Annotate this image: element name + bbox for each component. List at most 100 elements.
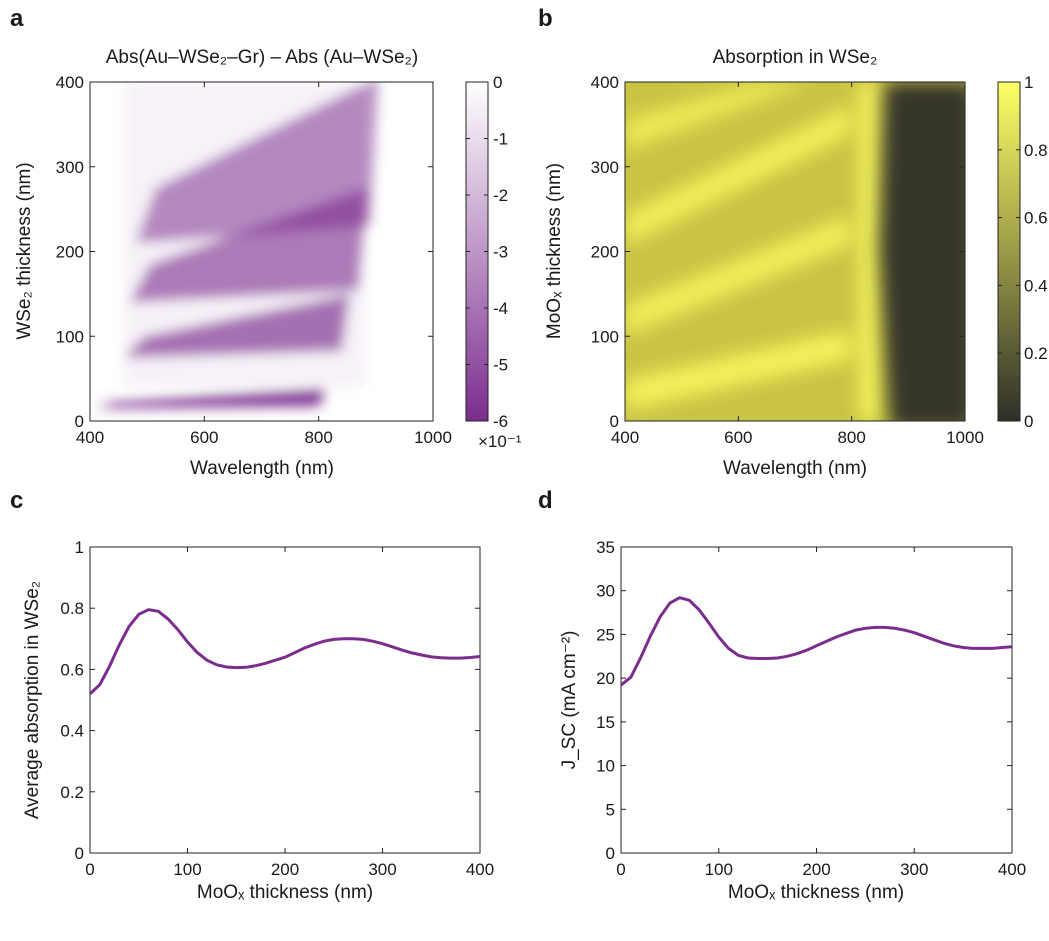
panel-label-d: d	[538, 487, 553, 514]
panel-d-y-axis-label: J_SC (mA cm⁻²)	[559, 631, 580, 770]
panel-b-band	[625, 105, 850, 245]
panel-3-y-tick-label: 5	[606, 800, 615, 819]
panel-b-colorbar	[997, 81, 1021, 422]
panel-b-edge-band	[860, 82, 880, 421]
panel-1-y-tick-label: 0	[610, 412, 619, 431]
panel-label-a: a	[10, 5, 24, 32]
panel-1-y-tick-label: 400	[591, 73, 619, 92]
panel-d-series-line	[620, 596, 1013, 687]
panel-b-band	[625, 215, 850, 335]
panel-3-x-tick-label: 400	[998, 860, 1026, 879]
panel-c-ticks: 0 100 200 300 400 0 0.2 0.4 0.6 0.8 1	[60, 538, 494, 879]
panel-2-x-tick-label: 0	[85, 860, 94, 879]
panel-a-band-group	[95, 82, 378, 409]
panel-2-y-tick-label: 1	[75, 538, 84, 557]
panel-3-x-tick-label: 0	[616, 860, 625, 879]
panel-1-y-tick-label: 200	[591, 243, 619, 262]
panel-0-x-tick-label: 1000	[414, 428, 452, 447]
panel-b-colorbar-tick-label: 0	[1024, 412, 1033, 431]
panel-c-x-axis-label: MoOₓ thickness (nm)	[197, 882, 373, 903]
panel-2-y-tick-label: 0.6	[60, 660, 84, 679]
panel-b-colorbar-tick-label: 0.6	[1024, 209, 1048, 228]
panel-d-x-axis-label: MoOₓ thickness (nm)	[728, 882, 904, 903]
panel-b-colorbar-tick-label: 1	[1024, 73, 1033, 92]
panel-2-y-tick-label: 0.4	[60, 722, 84, 741]
panel-2-y-tick-label: 0.8	[60, 599, 84, 618]
panel-1-x-tick-label: 1000	[946, 428, 984, 447]
panel-3-y-tick-label: 15	[596, 713, 615, 732]
panel-3-y-tick-label: 25	[596, 625, 615, 644]
panel-d-ticks: 0 100 200 300 400 0 5 10 15 20 25 30 35	[596, 538, 1026, 879]
panel-a-heatmap	[95, 82, 378, 409]
panel-0-x-tick-label: 600	[190, 428, 218, 447]
panel-a-title: Abs(Au–WSe₂–Gr) – Abs (Au–WSe₂)	[106, 47, 419, 68]
panel-2-x-tick-label: 400	[466, 860, 494, 879]
panel-label-b: b	[538, 5, 553, 32]
panel-b-colorbar-ticks: 1 0.8 0.6 0.4 0.2 0	[998, 73, 1048, 431]
panel-2-y-tick-label: 0.2	[60, 783, 84, 802]
panel-a-colorbar-tick-label: -2	[493, 186, 508, 205]
panel-2-x-tick-label: 100	[173, 860, 201, 879]
panel-0-x-tick-label: 800	[304, 428, 332, 447]
panel-2-y-tick-label: 0	[75, 844, 84, 863]
panel-0-y-tick-label: 0	[75, 412, 84, 431]
panel-0-y-tick-label: 400	[56, 73, 84, 92]
panel-2-x-tick-label: 200	[271, 860, 299, 879]
panel-b-band	[625, 82, 810, 150]
panel-3-y-tick-label: 35	[596, 538, 615, 557]
panel-b-dark-region	[880, 82, 965, 421]
panel-c-frame	[89, 546, 481, 854]
panel-a-band	[135, 82, 378, 244]
panel-b-dark-fill	[880, 82, 965, 421]
panel-0-y-tick-label: 200	[56, 243, 84, 262]
panel-3-x-tick-label: 100	[705, 860, 733, 879]
panel-a: Abs(Au–WSe₂–Gr) – Abs (Au–WSe₂) 400 600 80…	[14, 47, 522, 479]
panel-c-y-axis-label: Average absorption in WSe₂	[22, 581, 43, 819]
panel-a-band	[124, 294, 350, 358]
panel-a-colorbar-ticks: 0 -1 -2 -3 -4 -5 -6	[466, 73, 508, 431]
panel-b-bright-bands	[625, 82, 880, 421]
panel-3-x-tick-label: 300	[900, 860, 928, 879]
panel-b-x-axis-label: Wavelength (nm)	[723, 458, 867, 479]
panel-b-colorbar-tick-label: 0.2	[1024, 344, 1048, 363]
panel-b: Absorption in WSe₂ 400 600 800 1000 0 100 200 3…	[544, 47, 1048, 479]
panel-1-x-tick-label: 600	[724, 428, 752, 447]
panel-label-c: c	[10, 487, 23, 514]
panel-a-colorbar-multiplier: ×10⁻¹	[478, 432, 522, 451]
panel-a-band	[95, 388, 327, 409]
panel-1-y-tick-label: 300	[591, 158, 619, 177]
panel-3-y-tick-label: 10	[596, 757, 615, 776]
panel-2-x-tick-label: 300	[368, 860, 396, 879]
panel-c-series-line	[88, 608, 481, 695]
panel-a-x-axis-label: Wavelength (nm)	[190, 458, 334, 479]
panel-1-y-tick-label: 100	[591, 327, 619, 346]
panel-b-heatmap	[625, 82, 965, 421]
panel-a-colorbar-tick-label: -4	[493, 299, 508, 318]
panel-1-x-tick-label: 800	[837, 428, 865, 447]
panel-b-title: Absorption in WSe₂	[713, 47, 878, 68]
panel-3-y-tick-label: 20	[596, 669, 615, 688]
panel-d: 0 100 200 300 400 0 5 10 15 20 25 30 35 MoOₓ thickne…	[559, 538, 1026, 903]
panel-d-frame	[620, 546, 1013, 854]
panel-1-x-tick-label: 400	[611, 428, 639, 447]
panel-0-x-tick-label: 400	[76, 428, 104, 447]
panel-3-y-tick-label: 0	[606, 844, 615, 863]
panel-a-colorbar-tick-label: 0	[493, 73, 502, 92]
panel-0-y-tick-label: 100	[56, 327, 84, 346]
panel-3-y-tick-label: 30	[596, 582, 615, 601]
panel-b-colorbar-tick-label: 0.8	[1024, 141, 1048, 160]
panel-c: 0 100 200 300 400 0 0.2 0.4 0.6 0.8 1 MoOₓ thickne…	[22, 538, 494, 903]
panel-a-ticks: 400 600 800 1000 0 100 200 300 400	[56, 73, 452, 447]
panel-3-x-tick-label: 200	[802, 860, 830, 879]
panel-a-colorbar-tick-label: -6	[493, 412, 508, 431]
panel-b-colorbar-tick-label: 0.4	[1024, 276, 1048, 295]
panel-b-ticks: 400 600 800 1000 0 100 200 300 400	[591, 73, 984, 447]
panel-a-colorbar-tick-label: -5	[493, 356, 508, 375]
panel-a-y-axis-label: WSe₂ thickness (nm)	[14, 162, 35, 339]
panel-a-colorbar-tick-label: -1	[493, 130, 508, 149]
panel-0-y-tick-label: 300	[56, 158, 84, 177]
panel-b-y-axis-label: MoOₓ thickness (nm)	[544, 163, 565, 339]
panel-b-band	[625, 330, 850, 410]
panel-a-colorbar-tick-label: -3	[493, 243, 508, 262]
